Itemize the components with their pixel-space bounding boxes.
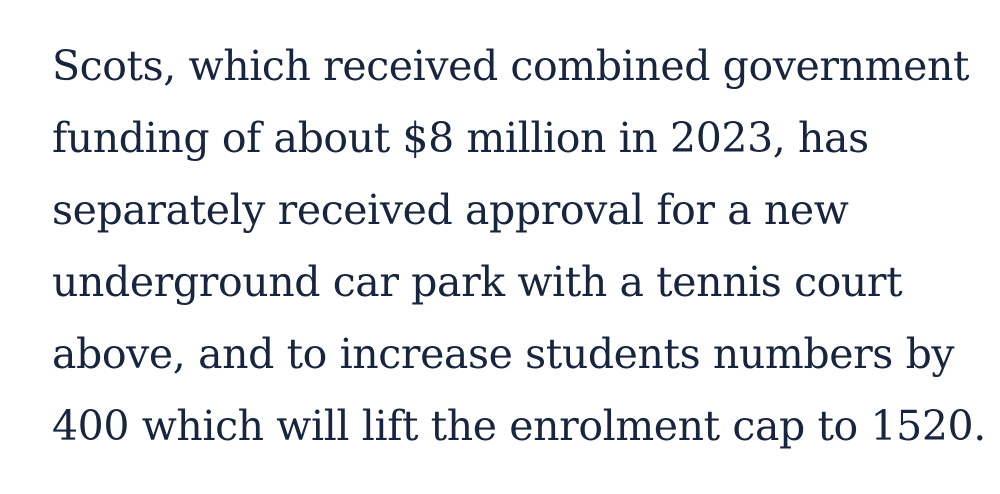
paragraph-line: Scots, which received combined governmen… [52, 42, 970, 90]
paragraph-line: above, and to increase students numbers … [52, 330, 955, 378]
article-paragraph: Scots, which received combined governmen… [52, 30, 986, 462]
paragraph-line: 400 which will lift the enrolment cap to… [52, 402, 986, 450]
paragraph-line: underground car park with a tennis court [52, 258, 903, 306]
paragraph-line: funding of about $8 million in 2023, has [52, 114, 869, 162]
paragraph-line: separately received approval for a new [52, 186, 849, 234]
